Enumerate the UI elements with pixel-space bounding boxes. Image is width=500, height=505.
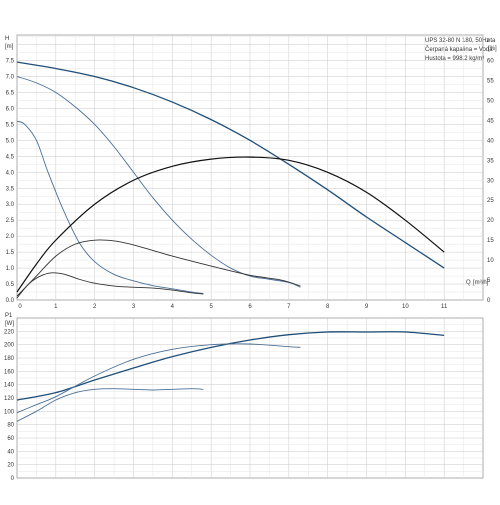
h-tick-label: 7.0: [6, 75, 15, 81]
p1-tick-label: 220: [4, 329, 15, 335]
h-tick-label: 3.0: [6, 202, 15, 208]
h-tick-label: 0.5: [6, 282, 15, 288]
x-axis-label-q: Q: [466, 280, 471, 286]
power-curve-1: [16, 343, 301, 414]
head-curve-1: [16, 76, 301, 288]
eta-tick-label: 25: [487, 198, 494, 204]
y-axis-label-p1: P1: [5, 313, 13, 319]
eta-curve-5: [16, 272, 204, 299]
y2-axis-unit-eta: [%]: [488, 46, 497, 52]
eta-tick-label: 0: [487, 298, 491, 304]
p1-tick-label: 140: [4, 383, 15, 389]
h-tick-label: 7.5: [6, 59, 15, 65]
q-tick-label: 9: [365, 304, 369, 310]
info-box: UPS 32-80 N 180, 50Hz eta Čerpaná kapali…: [425, 38, 496, 62]
q-tick-label: 10: [402, 304, 409, 310]
p1-tick-label: 120: [4, 396, 15, 402]
chart-title: UPS 32-80 N 180, 50Hz: [425, 38, 489, 44]
p1-tick-label: 200: [4, 343, 15, 349]
p1-tick-label: 60: [7, 436, 14, 442]
x-axis-unit-q: [m³/h]: [473, 280, 489, 286]
bottom-plot: 0 20 40 60 80 100 120 140 160 180 200 220: [4, 317, 484, 482]
power-curve-2: [16, 388, 204, 422]
eta-tick-label: 35: [487, 158, 494, 164]
info-line-fluid: Čerpaná kapalina = Voda: [425, 46, 493, 53]
q-tick-label: 0: [18, 304, 22, 310]
h-tick-label: 5.5: [6, 122, 15, 128]
power-curve-0: [16, 331, 445, 401]
eta-tick-label: 10: [487, 258, 494, 264]
head-curve-2: [16, 120, 204, 295]
eta-tick-label: 50: [487, 98, 494, 104]
p1-tick-label: 0: [11, 476, 15, 482]
q-tick-label: 11: [441, 304, 448, 310]
y-axis-unit-h: [m]: [5, 44, 14, 50]
head-curve-0: [16, 61, 445, 269]
eta-tick-label: 5: [487, 278, 491, 284]
p1-tick-label: 100: [4, 409, 15, 415]
eta-tick-label: 15: [487, 238, 494, 244]
eta-tick-label: 20: [487, 218, 494, 224]
h-tick-label: 3.5: [6, 186, 15, 192]
p1-tick-label: 180: [4, 356, 15, 362]
p1-tick-label: 160: [4, 369, 15, 375]
h-tick-label: 0.0: [6, 298, 15, 304]
h-tick-label: 4.5: [6, 154, 15, 160]
y-axis-label-h: H: [5, 36, 9, 42]
q-tick-label: 1: [54, 304, 58, 310]
q-tick-label: 8: [326, 304, 330, 310]
eta-tick-label: 30: [487, 178, 494, 184]
q-tick-label: 7: [287, 304, 291, 310]
eta-tick-label: 55: [487, 78, 494, 84]
h-tick-label: 1.5: [6, 250, 15, 256]
h-tick-label: 1.0: [6, 266, 15, 272]
q-tick-label: 5: [209, 304, 213, 310]
q-tick-label: 3: [132, 304, 136, 310]
eta-curve-3: [16, 156, 445, 293]
q-tick-label: 6: [248, 304, 252, 310]
h-tick-label: 6.5: [6, 90, 15, 96]
eta-tick-label: 60: [487, 59, 494, 65]
eta-tick-label: 45: [487, 118, 494, 124]
eta-curve-4: [16, 239, 301, 297]
info-line-density: Hustota = 998.2 kg/m³: [425, 56, 484, 62]
q-tick-label: 2: [93, 304, 97, 310]
y-axis-unit-p1: [W]: [5, 321, 14, 327]
p1-tick-label: 20: [7, 463, 14, 469]
eta-tick-label: 40: [487, 138, 494, 144]
eta-corner-label: eta: [487, 38, 496, 44]
top-plot: 0.0 0.5 1.0 1.5 2.0 2.5 3.0 3.5 4.0 4.5 5.0 5.5 6.0 6…: [6, 34, 494, 310]
p1-tick-label: 40: [7, 449, 14, 455]
h-tick-label: 4.0: [6, 170, 15, 176]
p1-tick-label: 80: [7, 423, 14, 429]
h-tick-label: 2.0: [6, 234, 15, 240]
h-tick-label: 5.0: [6, 138, 15, 144]
q-tick-label: 4: [171, 304, 175, 310]
h-tick-label: 6.0: [6, 106, 15, 112]
h-tick-label: 2.5: [6, 218, 15, 224]
